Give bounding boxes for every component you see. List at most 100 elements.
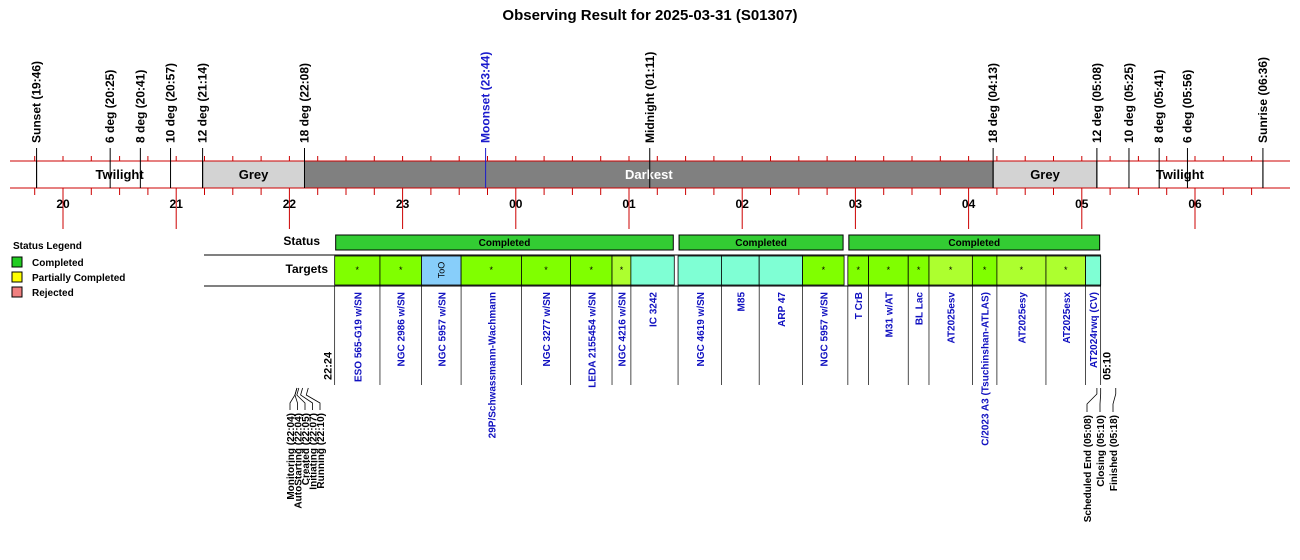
hour-label: 01 — [622, 197, 636, 211]
row-label-status: Status — [283, 234, 320, 248]
target-name-label: NGC 5957 w/SN — [437, 292, 448, 366]
hour-label: 00 — [509, 197, 523, 211]
target-name-label: AT2025esx — [1062, 292, 1073, 344]
target-mark: * — [356, 265, 360, 275]
legend-swatch-0 — [11, 256, 23, 268]
status-segment-label: Completed — [948, 238, 1000, 249]
hour-label: 21 — [170, 197, 184, 211]
sky-event-label: 12 deg (05:08) — [1090, 63, 1104, 143]
row-label-targets: Targets — [286, 262, 329, 276]
target-mark: * — [856, 265, 860, 275]
target-block-1 — [379, 255, 422, 286]
target-name-label: T CrB — [854, 292, 865, 319]
sky-band-label-1: Grey — [239, 167, 269, 182]
pre-event-leader — [300, 387, 313, 410]
pre-event-label: Created (22:05) — [301, 413, 312, 485]
hour-label: 05 — [1075, 197, 1089, 211]
target-name-label: NGC 3277 w/SN — [542, 292, 553, 366]
sky-band-label-0: Twilight — [96, 167, 145, 182]
target-name-label: 29P/Schwassmann-Wachmann — [487, 292, 498, 438]
target-name-label: AT2025esv — [947, 292, 958, 344]
status-segment-label: Completed — [735, 238, 787, 249]
pre-event-leader — [296, 387, 306, 410]
sky-event-label: 8 deg (05:41) — [1152, 70, 1166, 143]
sky-event-label: Midnight (01:11) — [643, 52, 657, 143]
legend-label-2: Rejected — [32, 288, 74, 299]
legend-swatch-1 — [11, 271, 23, 283]
hour-label: 02 — [736, 197, 750, 211]
target-name-label: AT2024rwq (CV) — [1089, 292, 1100, 368]
hour-label: 22 — [283, 197, 297, 211]
status-segment-2 — [848, 234, 1101, 251]
target-name-label: IC 3242 — [649, 292, 660, 327]
target-block-11 — [802, 255, 845, 286]
target-block-10 — [758, 255, 803, 286]
target-name-label: AT2025esy — [1017, 292, 1028, 344]
sky-event-label: 12 deg (21:14) — [196, 63, 210, 143]
chart-title: Observing Result for 2025-03-31 (S01307) — [502, 7, 797, 24]
target-block-7 — [630, 255, 675, 286]
hour-label: 23 — [396, 197, 410, 211]
target-name-label: NGC 5957 w/SN — [819, 292, 830, 366]
target-block-2 — [421, 255, 462, 286]
sky-event-label: 8 deg (20:41) — [133, 70, 147, 143]
target-mark: * — [887, 265, 891, 275]
pre-event-leader — [305, 387, 321, 410]
target-mark: * — [1020, 265, 1024, 275]
sky-event-label: Moonset (23:44) — [479, 52, 493, 143]
hour-label: 06 — [1188, 197, 1202, 211]
target-mark: * — [949, 265, 953, 275]
pre-event-label: AutoStarting (22:04) — [294, 413, 305, 509]
target-block-16 — [971, 255, 998, 286]
target-name-label: BL Lac — [915, 292, 926, 326]
target-block-5 — [570, 255, 613, 286]
pre-event-leader — [294, 387, 298, 410]
target-mark: * — [983, 265, 987, 275]
status-segment-label: Completed — [479, 238, 531, 249]
target-block-0 — [334, 255, 381, 286]
sky-event-label: 18 deg (22:08) — [297, 63, 311, 143]
sky-band-label-2: Darkest — [625, 167, 673, 182]
sky-event-label: Sunrise (06:36) — [1256, 57, 1270, 143]
pre-event-label: Initiating (22:07) — [309, 413, 320, 490]
target-block-9 — [721, 255, 760, 286]
target-block-17 — [996, 255, 1047, 286]
target-block-19 — [1085, 255, 1102, 286]
end-time-label: 05:10 — [1102, 352, 1114, 380]
sky-band-0 — [36, 160, 204, 189]
target-name-label: ARP 47 — [777, 292, 788, 327]
sky-event-label: 10 deg (05:25) — [1122, 63, 1136, 143]
legend-title: Status Legend — [13, 241, 82, 252]
status-segment-1 — [678, 234, 844, 251]
hour-label: 04 — [962, 197, 976, 211]
post-event-leader — [1112, 388, 1117, 412]
target-mark: * — [490, 265, 494, 275]
target-block-13 — [868, 255, 909, 286]
sky-band-label-3: Grey — [1030, 167, 1060, 182]
sky-band-label-4: Twilight — [1156, 167, 1205, 182]
target-mark: * — [620, 265, 624, 275]
pre-event-label: Running (22:10) — [316, 413, 327, 489]
target-mark: * — [822, 265, 826, 275]
post-event-leader — [1099, 388, 1102, 412]
sky-event-label: 18 deg (04:13) — [986, 63, 1000, 143]
legend-swatch-2 — [11, 286, 23, 298]
sky-event-label: Sunset (19:46) — [30, 61, 44, 143]
target-name-label: LEDA 2155454 w/SN — [587, 292, 598, 388]
sky-event-label: 10 deg (20:57) — [164, 63, 178, 143]
target-name-label: C/2023 A3 (Tsuchinshan-ATLAS) — [981, 292, 992, 446]
target-block-8 — [677, 255, 722, 286]
target-name-label: NGC 2986 w/SN — [397, 292, 408, 366]
target-mark: * — [917, 265, 921, 275]
target-name-label: NGC 4216 w/SN — [617, 292, 628, 366]
target-mark: * — [590, 265, 594, 275]
legend-label-0: Completed — [32, 258, 84, 269]
status-segment-0 — [335, 234, 674, 251]
target-name-label: ESO 565-G19 w/SN — [353, 292, 364, 382]
target-mark: * — [399, 265, 403, 275]
target-name-label: M85 — [736, 292, 747, 312]
legend-label-1: Partially Completed — [32, 273, 125, 284]
target-name-label: M31 w/AT — [884, 292, 895, 337]
target-mark: * — [544, 265, 548, 275]
post-event-label: Finished (05:18) — [1109, 415, 1120, 491]
